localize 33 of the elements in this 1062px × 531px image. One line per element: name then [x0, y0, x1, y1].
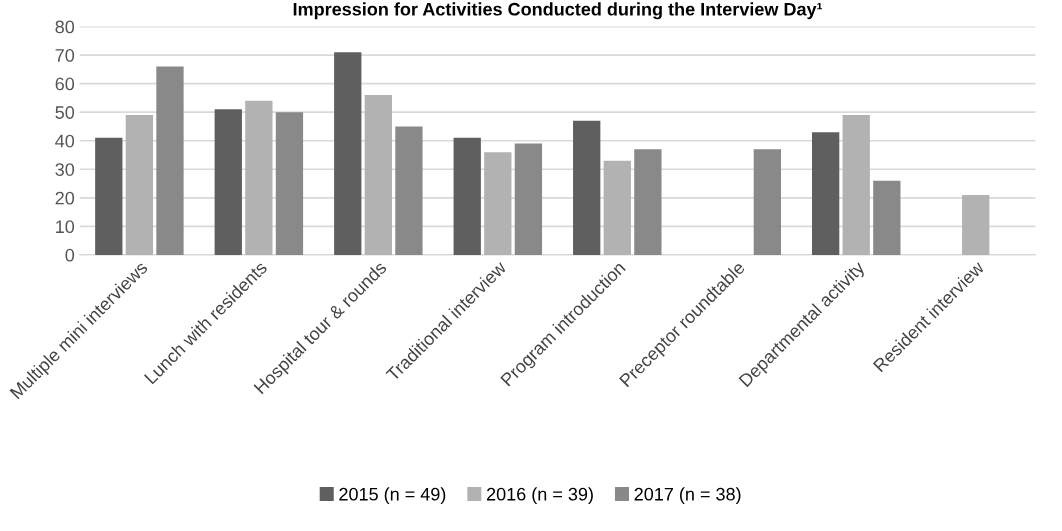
bar: [453, 137, 481, 255]
y-tick-label: 50: [55, 106, 75, 119]
bar: [573, 120, 601, 255]
y-tick-label: 0: [65, 248, 75, 262]
legend-label: 2016 (n = 39): [486, 487, 593, 505]
bar: [245, 100, 273, 255]
y-tick-label: 80: [55, 20, 75, 34]
y-tick-label: 70: [55, 49, 75, 62]
y-tick-label: 30: [55, 163, 75, 176]
bar: [603, 160, 631, 255]
bar: [514, 143, 543, 255]
bar: [812, 132, 840, 255]
bar: [873, 180, 901, 255]
bar: [334, 52, 362, 255]
bar: [95, 137, 123, 255]
bar: [753, 149, 781, 255]
bar: [484, 152, 512, 255]
y-tick-label: 40: [55, 134, 75, 148]
y-tick-label: 10: [56, 220, 75, 234]
y-tick-label: 20: [55, 191, 75, 205]
bar: [275, 112, 304, 255]
bar: [634, 149, 662, 255]
bar: [962, 194, 990, 255]
bar: [364, 95, 392, 255]
legend-label: 2015 (n = 49): [339, 487, 446, 505]
bar: [395, 126, 423, 255]
chart-title: Impression for Activities Conducted during the Interview Day¹: [293, 2, 823, 20]
y-tick-label: 60: [55, 77, 75, 91]
bar: [842, 115, 870, 255]
legend-label: 2017 (n = 38): [634, 487, 741, 505]
bar: [156, 66, 184, 255]
bar: [214, 109, 242, 255]
bar: [125, 115, 154, 255]
